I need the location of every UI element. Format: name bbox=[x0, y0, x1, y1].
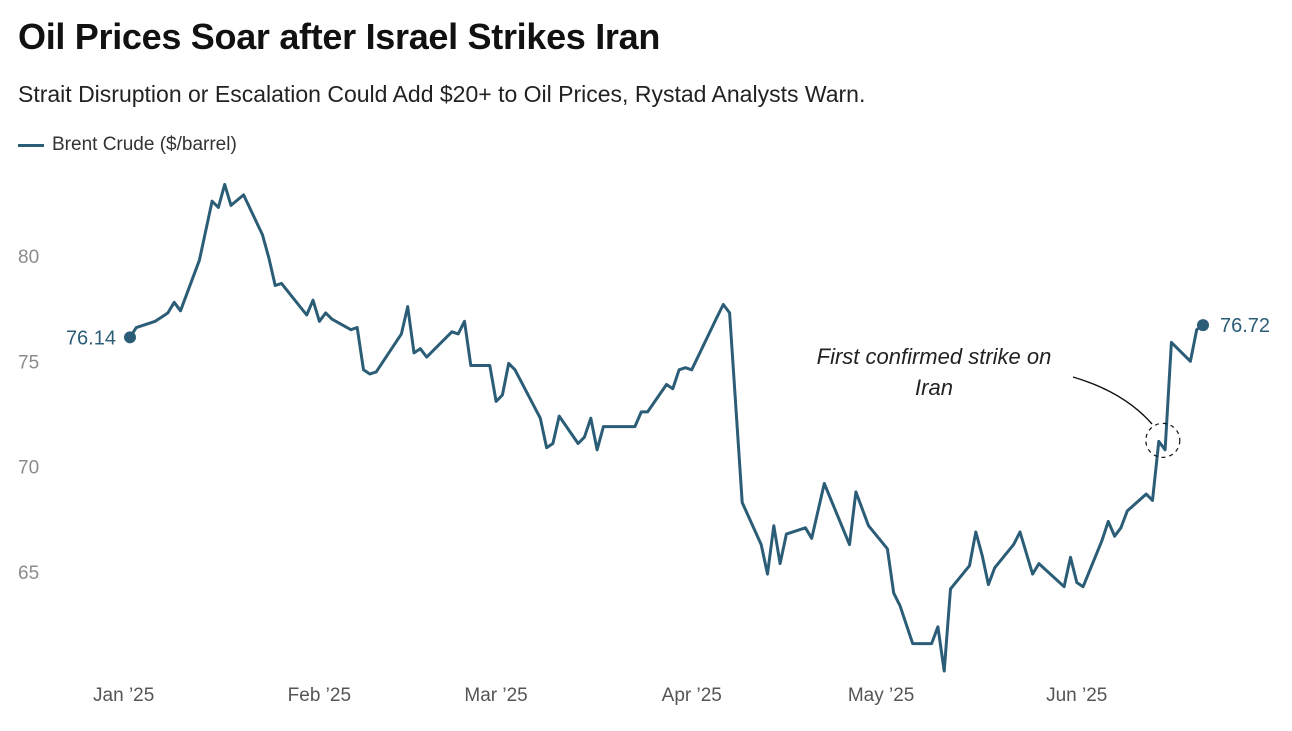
legend: Brent Crude ($/barrel) bbox=[18, 134, 237, 156]
chart-subtitle: Strait Disruption or Escalation Could Ad… bbox=[18, 81, 866, 107]
x-tick-label: Jan ’25 bbox=[93, 685, 154, 706]
chart-title: Oil Prices Soar after Israel Strikes Ira… bbox=[18, 16, 661, 57]
series-line bbox=[128, 182, 1205, 673]
x-tick-label: Jun ’25 bbox=[1046, 685, 1107, 706]
annotation-text: First confirmed strike on bbox=[817, 344, 1052, 369]
start-point bbox=[124, 331, 136, 344]
annotation-connector bbox=[1072, 376, 1153, 425]
start-value-label: 76.14 bbox=[66, 327, 116, 349]
legend-label: Brent Crude ($/barrel) bbox=[52, 134, 237, 155]
x-tick-label: Apr ’25 bbox=[662, 685, 722, 706]
x-tick-label: May ’25 bbox=[848, 685, 915, 706]
y-tick-label: 80 bbox=[18, 247, 39, 268]
end-value-label: 76.72 bbox=[1220, 315, 1270, 337]
annotation-text: Iran bbox=[915, 375, 953, 400]
y-tick-label: 70 bbox=[18, 458, 39, 479]
x-tick-label: Feb ’25 bbox=[288, 685, 351, 706]
end-point bbox=[1197, 319, 1209, 332]
x-tick-label: Mar ’25 bbox=[464, 685, 527, 706]
y-tick-label: 65 bbox=[18, 563, 39, 584]
annotation-circle bbox=[1145, 422, 1181, 458]
legend-swatch bbox=[18, 143, 44, 147]
y-tick-label: 75 bbox=[18, 352, 39, 373]
